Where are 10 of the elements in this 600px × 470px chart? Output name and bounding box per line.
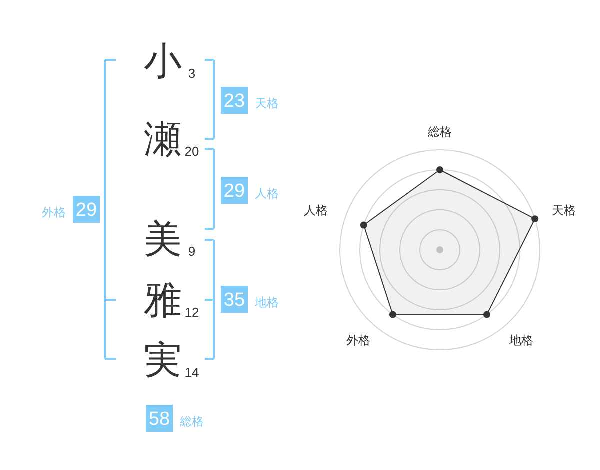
character: 瀬 [144, 119, 182, 161]
character: 実 [144, 340, 182, 382]
data-label: 35 [224, 290, 246, 311]
data-label: 29 [224, 181, 246, 202]
data-label: 58 [148, 409, 170, 430]
character: 小 [144, 41, 182, 83]
data-label: 23 [224, 91, 246, 112]
data-label: 29 [76, 200, 98, 221]
character: 雅 [144, 280, 182, 322]
character: 美 [144, 219, 182, 261]
